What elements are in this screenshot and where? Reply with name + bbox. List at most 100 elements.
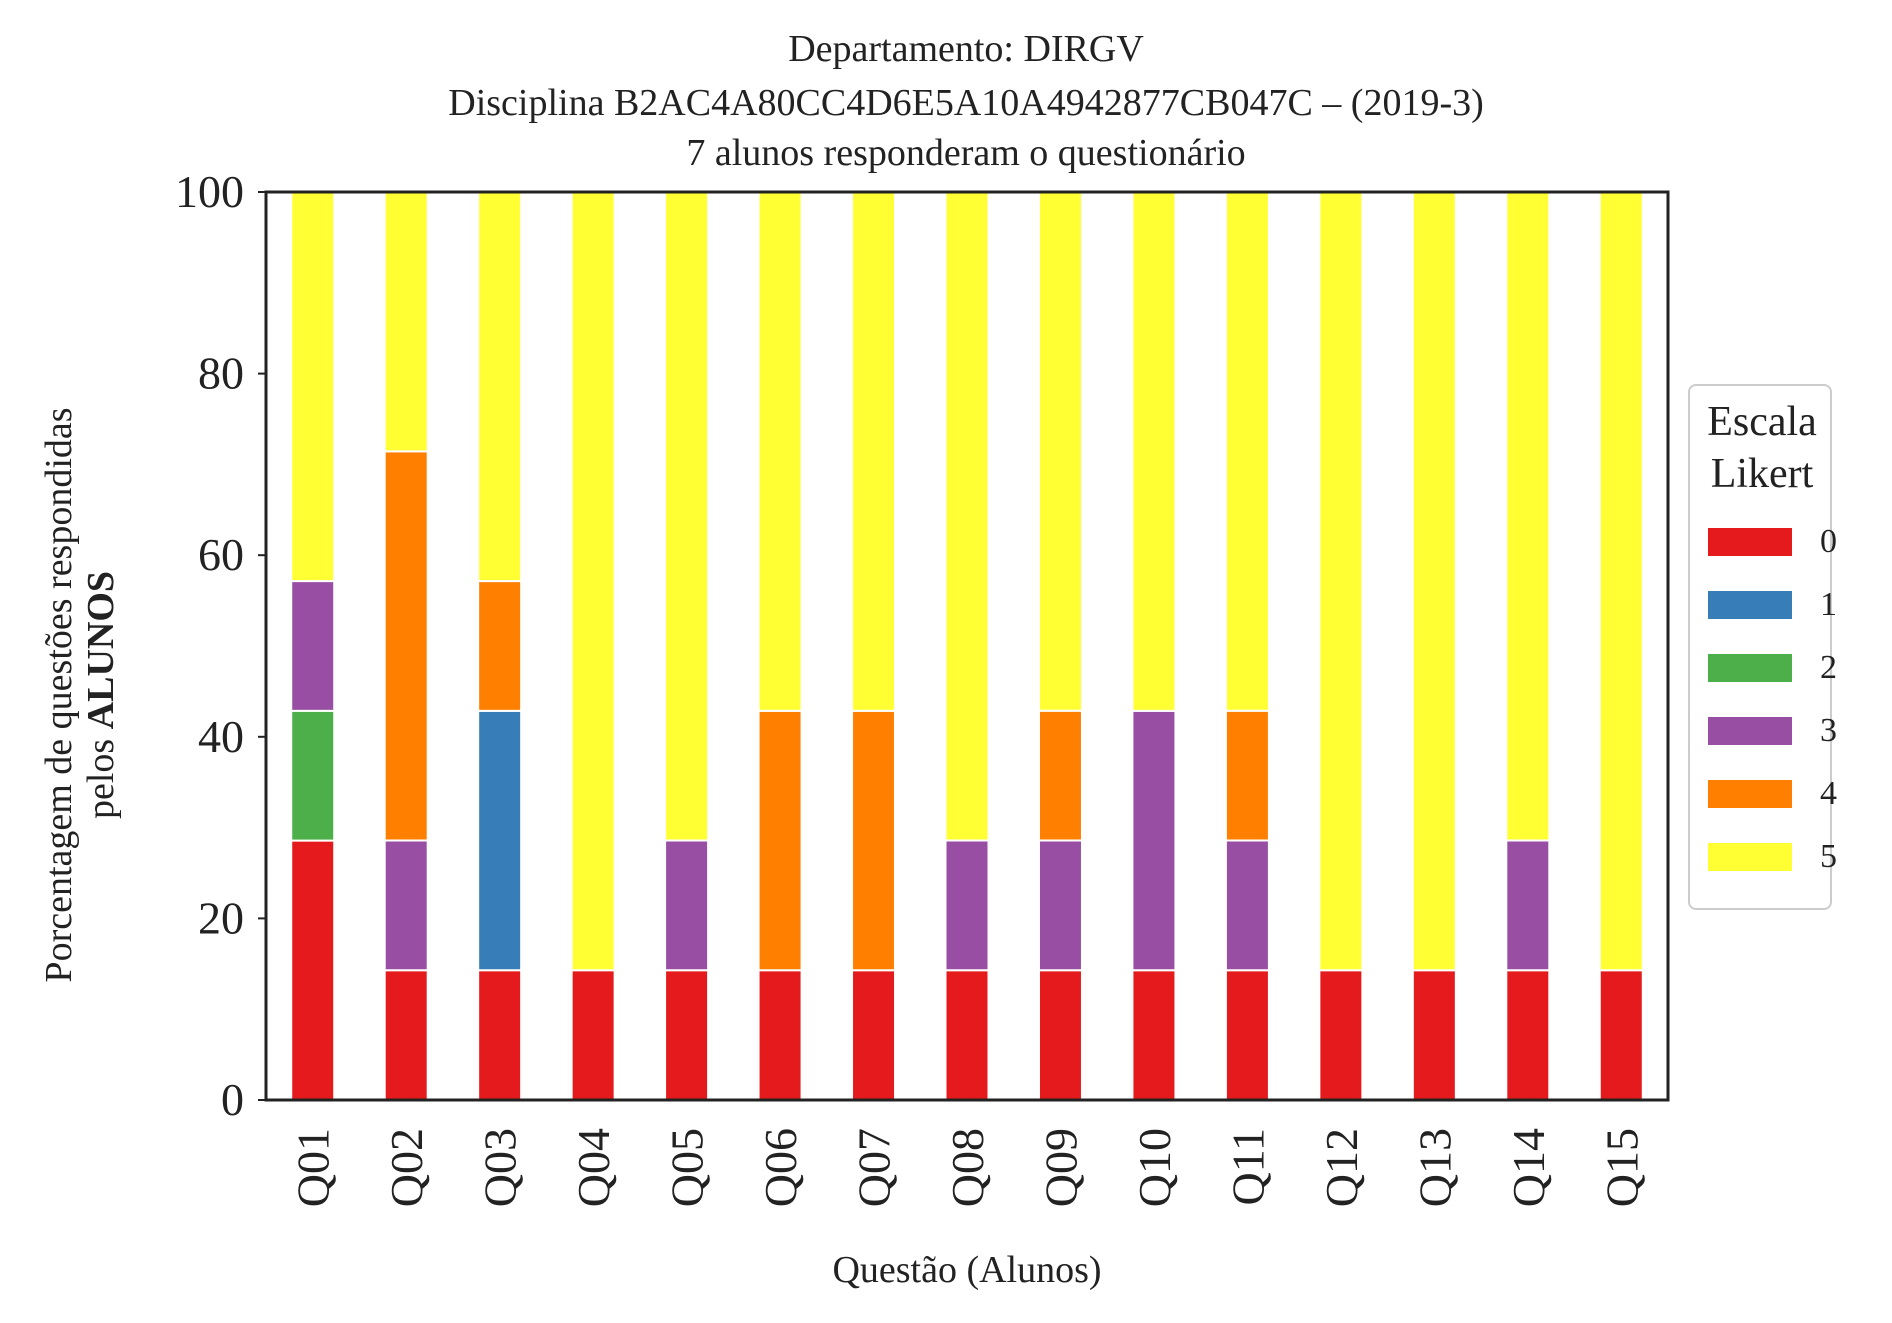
- bar-segment-q10-5: [1131, 191, 1177, 712]
- legend-title: Escala Likert: [1690, 396, 1834, 500]
- bar-segment-q05-3: [664, 839, 710, 972]
- bar-segment-q08-5: [944, 190, 990, 842]
- y-axis-label-prefix: pelos: [80, 729, 122, 820]
- x-tick-label-q09: Q09: [1035, 1128, 1086, 1207]
- chart-title-line-2: Disciplina B2AC4A80CC4D6E5A10A4942877CB0…: [448, 82, 1484, 124]
- x-tick-label-q06: Q06: [755, 1128, 806, 1207]
- x-tick-label-q05: Q05: [662, 1128, 713, 1207]
- bar-segment-q01-3: [290, 580, 336, 712]
- bar-segment-q10-3: [1131, 709, 1177, 972]
- legend-label-2: 2: [1820, 649, 1837, 686]
- bar-segment-q01-5: [290, 190, 336, 583]
- y-tick-label-40: 40: [198, 711, 244, 762]
- y-axis-label-bold: ALUNOS: [80, 570, 122, 730]
- legend-label-1: 1: [1820, 586, 1837, 623]
- bar-segment-q03-0: [477, 969, 523, 1102]
- bar-segment-q11-0: [1224, 969, 1270, 1102]
- x-tick-label-q12: Q12: [1316, 1128, 1367, 1207]
- y-tick-label-100: 100: [175, 166, 244, 217]
- bar-segment-q07-4: [851, 709, 897, 972]
- legend-label-4: 4: [1820, 775, 1837, 812]
- legend-title-line-1: Escala: [1707, 399, 1817, 445]
- bar-segment-q14-5: [1505, 190, 1551, 842]
- x-tick-label-q03: Q03: [475, 1128, 526, 1207]
- bar-segment-q07-0: [851, 969, 897, 1102]
- legend-item-3: 3: [1708, 711, 1837, 749]
- legend-item-0: 0: [1708, 522, 1837, 560]
- legend-label-0: 0: [1820, 523, 1837, 560]
- bar-segment-q06-4: [757, 709, 803, 972]
- legend-label-5: 5: [1820, 838, 1837, 875]
- bar-segment-q02-4: [383, 450, 429, 842]
- bar-segment-q09-0: [1037, 969, 1083, 1102]
- legend-swatch-5: [1708, 843, 1792, 871]
- bar-segment-q12-5: [1318, 191, 1364, 972]
- bar-segment-q04-5: [570, 191, 616, 972]
- x-tick-label-q11: Q11: [1222, 1128, 1273, 1206]
- bar-segment-q14-3: [1505, 839, 1551, 972]
- legend-item-1: 1: [1708, 585, 1837, 623]
- bar-segment-q15-0: [1598, 969, 1644, 1102]
- legend: Escala Likert 0 1 2 3 4 5: [1688, 384, 1837, 910]
- bar-segment-q04-0: [570, 969, 616, 1102]
- bar-segment-q11-3: [1224, 839, 1270, 972]
- y-tick-label-20: 20: [198, 892, 244, 943]
- y-tick-label-60: 60: [198, 529, 244, 580]
- bar-segment-q09-4: [1037, 709, 1083, 842]
- bar-segment-q02-5: [383, 190, 429, 453]
- legend-swatch-4: [1708, 780, 1792, 808]
- x-tick-label-q13: Q13: [1409, 1128, 1460, 1207]
- x-tick-label-q08: Q08: [942, 1128, 993, 1207]
- x-tick-label-q14: Q14: [1503, 1128, 1554, 1207]
- bar-segment-q01-0: [290, 839, 336, 1101]
- x-tick-label-q15: Q15: [1596, 1128, 1647, 1207]
- bar-segment-q11-5: [1224, 190, 1270, 712]
- bar-segment-q13-0: [1411, 969, 1457, 1102]
- bar-segment-q10-0: [1131, 969, 1177, 1102]
- legend-swatch-3: [1708, 717, 1792, 745]
- bar-segment-q03-1: [477, 709, 523, 972]
- bar-segment-q05-5: [664, 190, 710, 842]
- bar-segment-q12-0: [1318, 969, 1364, 1102]
- bar-segment-q09-3: [1037, 839, 1083, 972]
- x-axis-label: Questão (Alunos): [832, 1249, 1102, 1291]
- bar-segment-q03-5: [477, 190, 523, 583]
- legend-item-4: 4: [1708, 774, 1837, 812]
- x-tick-label-q07: Q07: [849, 1128, 900, 1207]
- bar-segment-q07-5: [851, 191, 897, 712]
- legend-swatch-1: [1708, 591, 1792, 619]
- bar-segment-q02-0: [383, 969, 429, 1102]
- bar-segment-q06-0: [757, 969, 803, 1102]
- y-tick-label-0: 0: [221, 1074, 244, 1125]
- legend-label-3: 3: [1820, 712, 1837, 749]
- x-tick-label-q01: Q01: [288, 1128, 339, 1207]
- legend-title-line-2: Likert: [1710, 451, 1814, 497]
- legend-item-5: 5: [1708, 837, 1837, 875]
- bar-segment-q03-4: [477, 580, 523, 712]
- legend-swatch-0: [1708, 528, 1792, 556]
- x-tick-label-q10: Q10: [1129, 1128, 1180, 1207]
- bar-segment-q09-5: [1037, 190, 1083, 712]
- legend-item-2: 2: [1708, 648, 1837, 686]
- y-axis-label-line-2: pelos ALUNOS: [80, 407, 122, 982]
- bar-segment-q15-5: [1598, 191, 1644, 972]
- bar-segment-q01-2: [290, 709, 336, 842]
- bar-segment-q02-3: [383, 839, 429, 972]
- bar-segment-q08-3: [944, 839, 990, 972]
- plot-frame: [264, 190, 1670, 1102]
- bar-segment-q06-5: [757, 191, 803, 712]
- x-tick-label-q02: Q02: [381, 1128, 432, 1207]
- chart-title-line-3: 7 alunos responderam o questionário: [686, 132, 1246, 174]
- bar-segment-q08-0: [944, 969, 990, 1102]
- x-tick-label-q04: Q04: [568, 1128, 619, 1207]
- legend-swatch-2: [1708, 654, 1792, 682]
- bar-segment-q13-5: [1411, 191, 1457, 972]
- y-axis-label-line-1: Porcentagem de questões respondidas: [38, 407, 80, 983]
- chart-title-line-1: Departamento: DIRGV: [788, 28, 1144, 70]
- y-axis-label: Porcentagem de questões respondidas pelo…: [20, 265, 140, 1125]
- bar-segment-q05-0: [664, 969, 710, 1102]
- bar-segment-q14-0: [1505, 969, 1551, 1102]
- y-tick-label-80: 80: [198, 348, 244, 399]
- bar-segment-q11-4: [1224, 709, 1270, 842]
